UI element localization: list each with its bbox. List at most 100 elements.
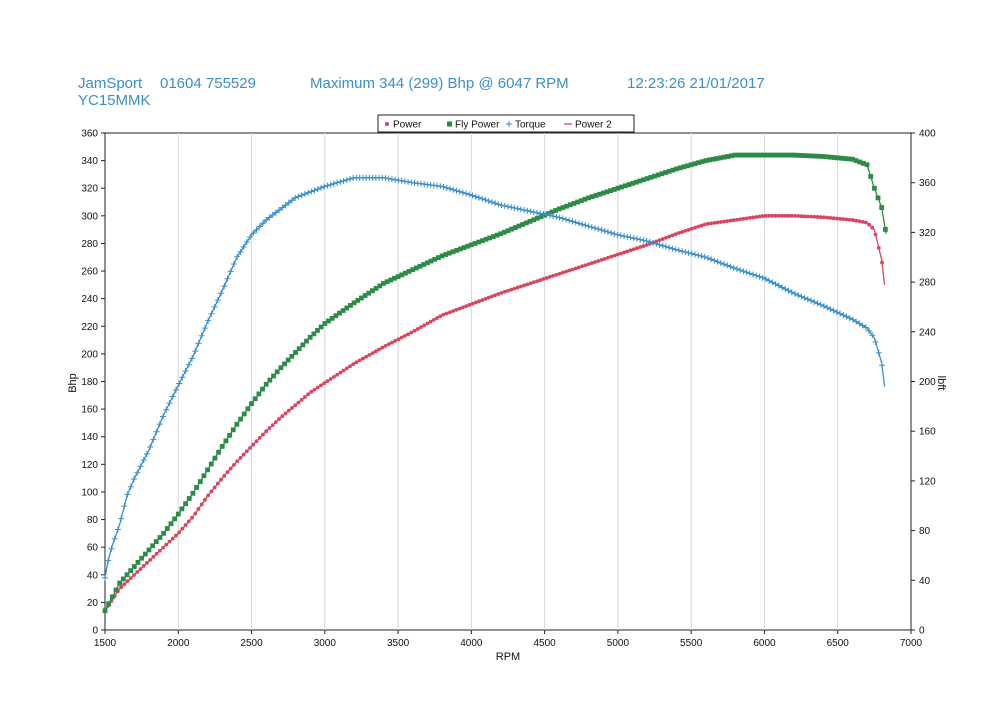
power-point <box>502 289 507 294</box>
fly-power-point <box>157 535 163 540</box>
power-point <box>470 301 475 306</box>
torque-point <box>388 176 395 183</box>
fly-power-point <box>659 171 665 177</box>
torque-point <box>766 277 773 284</box>
power-point <box>860 220 865 224</box>
y-tick-label: 0 <box>92 626 98 637</box>
torque-point <box>243 239 250 246</box>
torque-point <box>769 279 776 286</box>
torque-point <box>298 192 305 199</box>
power-point <box>586 262 591 267</box>
torque-point <box>134 469 141 476</box>
power-point <box>380 345 385 350</box>
power-point <box>341 368 346 373</box>
x-tick-label: 3500 <box>387 638 410 649</box>
torque-point <box>143 450 150 457</box>
fly-power-point <box>194 485 199 490</box>
x-tick-label: 2500 <box>240 638 263 649</box>
power-point <box>870 225 875 230</box>
power-point <box>128 576 133 580</box>
torque-point <box>717 259 724 266</box>
power-point <box>186 519 191 524</box>
torque-point <box>791 290 798 297</box>
fly-power-point <box>381 281 386 286</box>
power-point <box>241 452 246 457</box>
fly-power-point <box>201 473 207 479</box>
power-point <box>428 319 433 324</box>
fly-power-point <box>663 170 668 175</box>
fly-power-point <box>809 153 815 159</box>
torque-point <box>259 220 266 227</box>
power-point <box>325 379 330 384</box>
torque-point <box>334 179 341 186</box>
power-point <box>602 256 607 261</box>
torque-point <box>743 269 750 276</box>
torque-point <box>559 215 566 222</box>
torque-point <box>617 232 624 239</box>
torque-point <box>282 202 289 209</box>
fly-power-point <box>223 438 229 444</box>
fly-power-point <box>414 265 419 271</box>
power-point <box>335 372 340 377</box>
fly-power-point <box>421 262 427 267</box>
power-point <box>257 435 262 440</box>
power-point <box>225 470 230 475</box>
torque-point <box>308 188 315 195</box>
fly-power-point <box>593 193 599 198</box>
torque-point <box>227 268 234 275</box>
fly-power-point <box>311 331 317 337</box>
power-point <box>319 383 323 388</box>
torque-point <box>163 406 170 413</box>
fly-power-point <box>571 201 577 206</box>
power-point <box>267 426 272 431</box>
torque-point <box>679 248 686 255</box>
power-point <box>580 264 585 269</box>
torque-point <box>440 183 447 190</box>
fly-power-point <box>762 152 767 158</box>
y-tick-label: 140 <box>81 432 98 443</box>
torque-point <box>505 203 511 210</box>
torque-point <box>463 190 470 197</box>
fly-power-point <box>135 559 141 565</box>
fly-power-point <box>531 217 537 223</box>
y-axis-left: 0 20 40 60 80 100 120 140 160 180 200 220 240 260 280 3… <box>81 129 105 637</box>
legend-power-marker <box>385 122 389 126</box>
power-point <box>754 215 759 219</box>
fly-power-point <box>146 547 152 553</box>
power-point <box>119 585 124 590</box>
torque-point <box>779 284 786 291</box>
power-point <box>483 296 488 301</box>
torque-point <box>662 243 669 250</box>
y-tick-label: 220 <box>81 322 98 333</box>
fly-power-point <box>370 288 375 294</box>
power-point <box>312 387 317 392</box>
power-point <box>854 218 859 223</box>
torque-point <box>224 275 231 282</box>
fly-power-point <box>454 247 460 253</box>
fly-power-point <box>318 324 324 330</box>
torque-point <box>305 189 312 196</box>
fly-power-point <box>373 285 379 291</box>
power-point <box>493 293 498 298</box>
fly-power-point <box>109 594 115 600</box>
y-tick-label: 20 <box>87 598 99 609</box>
torque-point <box>669 245 676 252</box>
fly-power-point <box>487 235 493 241</box>
fly-power-point <box>450 249 456 255</box>
torque-point <box>550 213 557 220</box>
fly-power-point <box>875 195 881 201</box>
power-point <box>776 213 781 218</box>
maximum-power-summary: Maximum 344 (299) Bhp @ 6047 RPM <box>310 75 569 92</box>
torque-point <box>330 180 337 187</box>
torque-point <box>592 225 599 232</box>
torque-point <box>556 214 563 221</box>
fly-power-point <box>175 511 181 517</box>
fly-power-point <box>743 152 749 158</box>
power-point <box>141 564 146 568</box>
torque-point <box>759 274 766 281</box>
fly-power-point <box>879 205 885 210</box>
fly-power-point <box>425 260 430 266</box>
fly-power-point <box>619 184 624 190</box>
fly-power-point <box>652 173 657 179</box>
torque-point <box>853 318 860 325</box>
